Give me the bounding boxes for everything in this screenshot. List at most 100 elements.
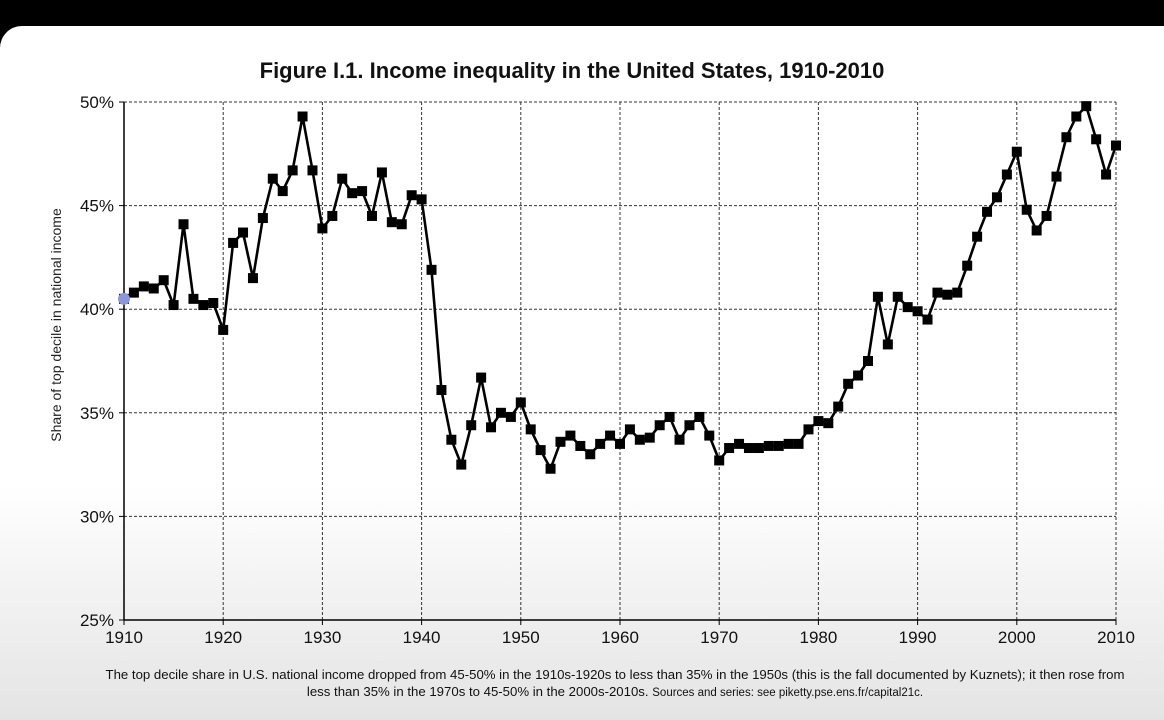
data-point — [684, 420, 695, 431]
data-point — [644, 432, 655, 443]
chart-axes — [119, 101, 1117, 625]
x-tick-label: 1930 — [303, 628, 341, 647]
data-point — [426, 264, 437, 275]
data-point — [1091, 134, 1102, 145]
data-point — [595, 438, 606, 449]
data-point — [972, 231, 983, 242]
data-point — [436, 385, 447, 396]
chart-title: Figure I.1. Income inequality in the Uni… — [259, 58, 885, 83]
data-point — [138, 281, 149, 292]
data-point — [694, 411, 705, 422]
data-point — [565, 430, 576, 441]
data-point — [287, 165, 298, 176]
data-point — [1101, 169, 1112, 180]
data-point — [267, 173, 278, 184]
data-point — [714, 455, 725, 466]
data-point — [228, 237, 239, 248]
data-point — [803, 424, 814, 435]
x-tick-label: 2000 — [998, 628, 1036, 647]
data-point — [495, 407, 506, 418]
data-point — [833, 401, 844, 412]
data-point — [466, 420, 477, 431]
data-point — [783, 438, 794, 449]
data-point — [128, 287, 139, 298]
data-point — [932, 287, 943, 298]
x-tick-label: 1920 — [204, 628, 242, 647]
data-point — [416, 194, 427, 205]
data-point — [297, 111, 308, 122]
data-point — [218, 324, 229, 335]
data-point — [843, 378, 854, 389]
data-point — [198, 300, 209, 311]
data-point — [505, 411, 516, 422]
slide-background — [0, 26, 1164, 720]
data-point — [773, 440, 784, 451]
data-point — [307, 165, 318, 176]
data-point — [753, 443, 764, 454]
data-point — [575, 440, 586, 451]
data-point — [1111, 140, 1121, 151]
x-tick-label: 1950 — [502, 628, 540, 647]
data-point — [902, 302, 913, 313]
data-point — [1051, 171, 1062, 182]
data-point — [1021, 204, 1032, 215]
data-point — [793, 438, 804, 449]
data-point — [1041, 210, 1052, 221]
x-tick-label: 1970 — [700, 628, 738, 647]
x-tick-label: 2010 — [1097, 628, 1135, 647]
data-point — [634, 434, 645, 445]
data-point — [446, 434, 457, 445]
data-point — [357, 186, 368, 197]
data-point — [367, 210, 377, 221]
data-point — [535, 445, 546, 456]
data-point — [813, 416, 824, 427]
data-point — [1011, 146, 1022, 157]
x-tick-label: 1960 — [601, 628, 639, 647]
data-point — [853, 370, 864, 381]
y-tick-label: 25% — [80, 611, 114, 630]
caption-sources: Sources and series: see piketty.pse.ens.… — [652, 687, 924, 699]
data-point — [486, 422, 497, 433]
data-point — [952, 287, 963, 298]
data-point — [1001, 169, 1012, 180]
x-tick-label: 1990 — [899, 628, 937, 647]
series-layer — [118, 101, 1121, 474]
data-point — [664, 411, 675, 422]
data-point — [317, 223, 328, 234]
data-point — [148, 283, 159, 294]
gridlines — [124, 101, 1117, 620]
data-point — [456, 459, 467, 470]
x-tick-label: 1980 — [799, 628, 837, 647]
data-point — [654, 420, 665, 431]
data-point — [605, 430, 616, 441]
x-tick-label: 1940 — [403, 628, 441, 647]
data-point — [962, 260, 973, 271]
data-point — [525, 424, 536, 435]
data-point — [208, 297, 219, 308]
data-point — [743, 443, 754, 454]
data-point — [515, 397, 526, 408]
caption-main: The top decile share in U.S. national in… — [105, 667, 1125, 699]
y-tick-label: 40% — [80, 300, 114, 319]
x-tick-label: 1910 — [105, 628, 143, 647]
data-point — [585, 449, 596, 460]
data-point — [942, 289, 953, 300]
data-point — [476, 372, 487, 383]
data-point — [247, 273, 258, 284]
y-tick-label: 50% — [80, 93, 114, 112]
data-point — [257, 213, 268, 224]
data-point — [238, 227, 249, 238]
data-point — [724, 443, 735, 454]
data-point — [376, 167, 387, 178]
tick-labels: 25% 30% 35% 40% 45% 50% 1910 1920 1930 1940 1950 19… — [80, 93, 1135, 647]
chart-caption: The top decile share in U.S. national in… — [95, 666, 1135, 702]
data-point — [704, 430, 715, 441]
data-point — [555, 436, 566, 447]
data-point — [396, 219, 407, 230]
data-point — [674, 434, 685, 445]
data-point — [327, 210, 338, 221]
data-point — [912, 306, 923, 317]
data-point — [1031, 225, 1042, 236]
data-point — [1081, 101, 1092, 112]
